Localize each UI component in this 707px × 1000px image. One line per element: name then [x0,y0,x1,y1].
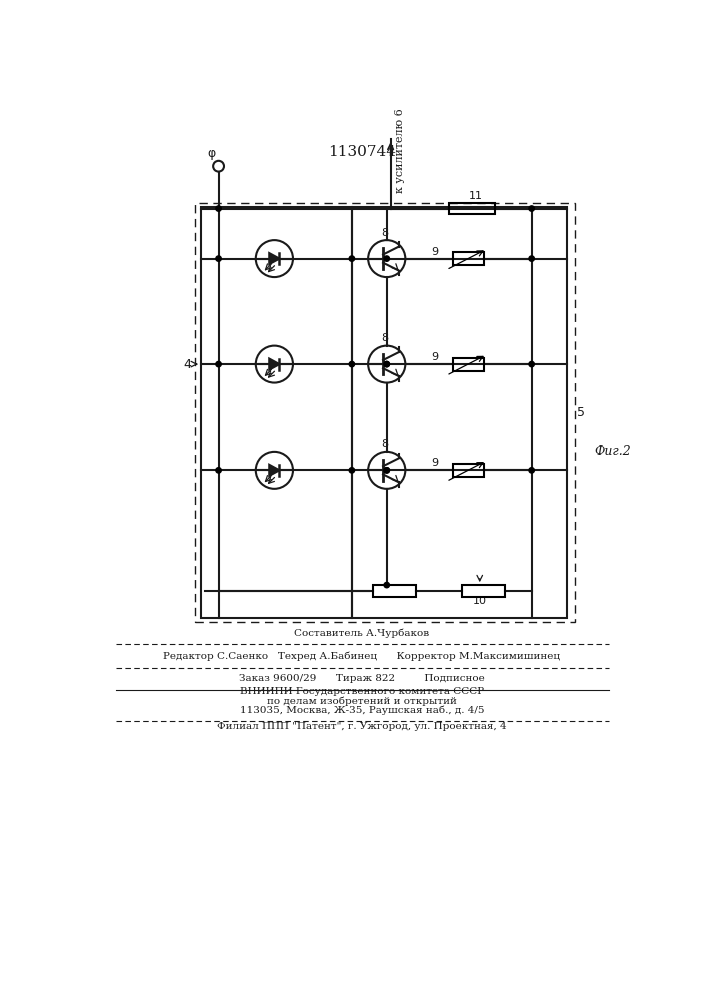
Text: 9: 9 [431,458,438,468]
Text: Редактор С.Саенко   Техред А.Бабинец      Корректор М.Максимишинец: Редактор С.Саенко Техред А.Бабинец Корре… [163,651,561,661]
Circle shape [384,468,390,473]
Circle shape [216,468,221,473]
Bar [452,358,484,371]
Text: 10: 10 [473,596,486,606]
Circle shape [529,361,534,367]
Circle shape [349,361,355,367]
Text: 8: 8 [381,228,388,237]
Text: 8: 8 [381,333,388,343]
Circle shape [529,206,534,211]
Text: φ: φ [208,147,216,160]
Circle shape [384,361,390,367]
Polygon shape [269,253,279,264]
Circle shape [384,582,390,588]
Polygon shape [269,359,279,370]
Circle shape [529,256,534,261]
Text: ВНИИПИ Государственного комитета СССР: ВНИИПИ Государственного комитета СССР [240,687,484,696]
Bar [452,252,484,265]
Text: к усилителю 6: к усилителю 6 [395,108,405,193]
Text: 11: 11 [469,191,483,201]
Text: 113035, Москва, Ж-35, Раушская наб., д. 4/5: 113035, Москва, Ж-35, Раушская наб., д. … [240,706,484,715]
Circle shape [384,361,390,367]
Circle shape [216,361,221,367]
Bar [449,203,495,214]
Text: 9: 9 [431,352,438,362]
Circle shape [216,256,221,261]
Bar [462,585,505,597]
Bar [373,585,416,597]
Text: Составитель А.Чурбаков: Составитель А.Чурбаков [294,628,430,638]
Circle shape [529,468,534,473]
Text: 5: 5 [577,406,585,419]
Circle shape [384,468,390,473]
Text: 9: 9 [431,247,438,257]
Text: 1130744: 1130744 [328,145,396,159]
Circle shape [216,206,221,211]
Circle shape [349,468,355,473]
Text: по делам изобретений и открытий: по делам изобретений и открытий [267,697,457,706]
Polygon shape [269,465,279,476]
Text: 4: 4 [184,358,192,371]
Text: Филиал ППП "Патент", г. Ужгород, ул. Проектная, 4: Филиал ППП "Патент", г. Ужгород, ул. Про… [217,722,507,731]
Bar [452,464,484,477]
Text: Фиг.2: Фиг.2 [595,445,631,458]
Text: Заказ 9600/29      Тираж 822         Подписное: Заказ 9600/29 Тираж 822 Подписное [239,674,485,683]
Circle shape [384,256,390,261]
Circle shape [349,256,355,261]
Text: 8: 8 [381,439,388,449]
